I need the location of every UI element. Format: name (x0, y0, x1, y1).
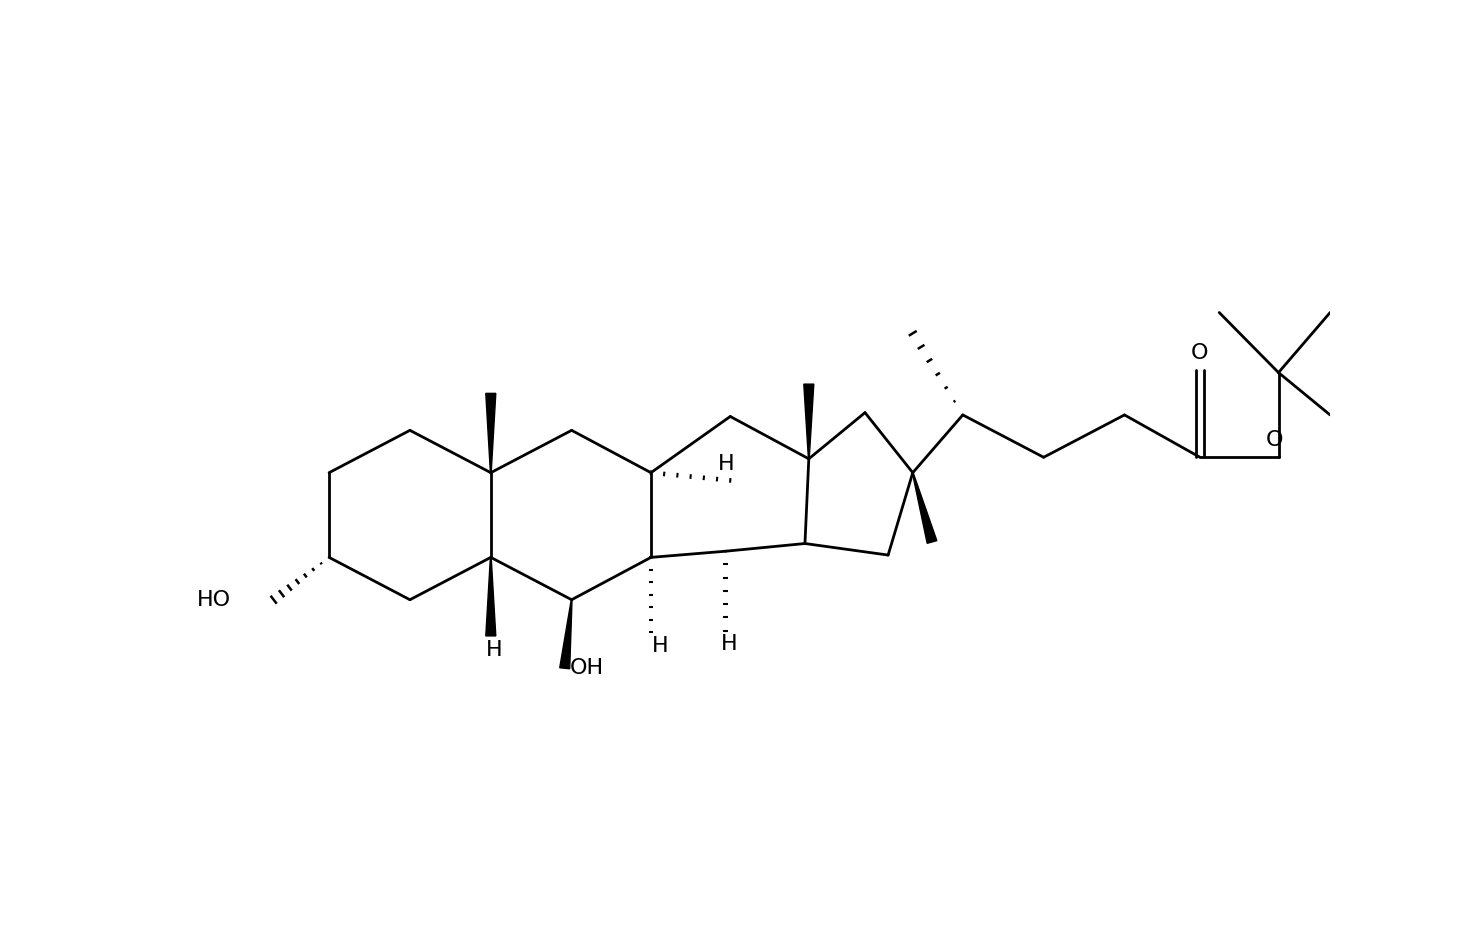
Text: O: O (1266, 430, 1283, 449)
Polygon shape (486, 557, 496, 636)
Text: H: H (719, 454, 735, 475)
Text: H: H (486, 640, 502, 660)
Polygon shape (560, 600, 572, 668)
Polygon shape (486, 393, 496, 473)
Text: HO: HO (197, 590, 231, 609)
Text: OH: OH (571, 658, 605, 679)
Text: H: H (652, 636, 668, 656)
Text: H: H (722, 635, 738, 654)
Polygon shape (803, 384, 814, 459)
Text: O: O (1192, 343, 1209, 362)
Polygon shape (913, 473, 937, 543)
